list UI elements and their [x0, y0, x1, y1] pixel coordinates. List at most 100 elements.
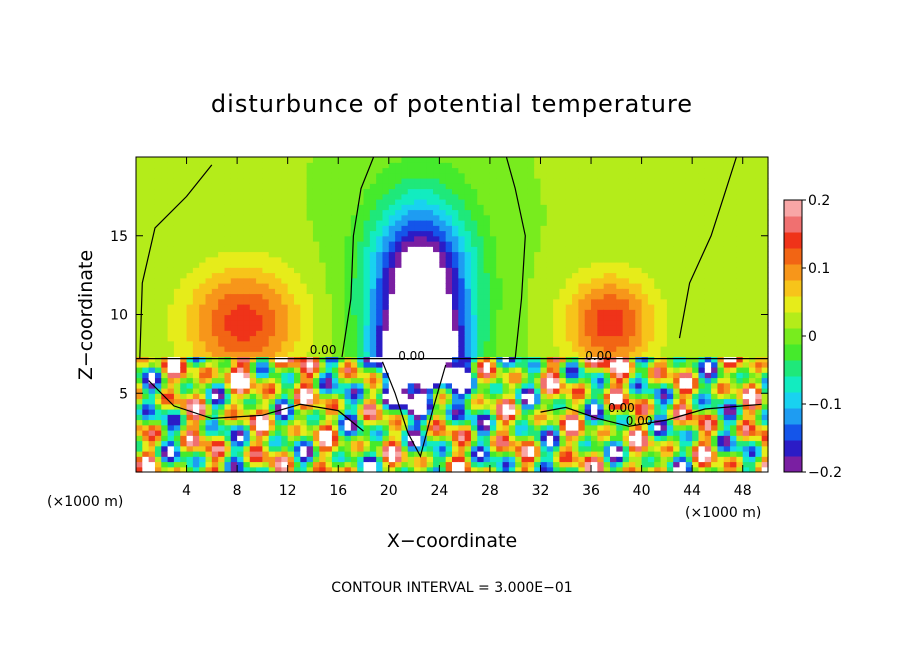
heatmap-cell [578, 330, 586, 337]
heatmap-cell [622, 209, 630, 216]
heatmap-cell [660, 403, 668, 410]
heatmap-cell [211, 220, 219, 226]
heatmap-cell [312, 241, 320, 247]
heatmap-cell [470, 424, 478, 431]
heatmap-cell [559, 277, 567, 284]
heatmap-cell [572, 188, 579, 195]
heatmap-cell [300, 204, 308, 211]
heatmap-cell [433, 288, 440, 295]
heatmap-cell [591, 246, 598, 253]
heatmap-cell [211, 199, 219, 205]
heatmap-cell [401, 225, 409, 232]
heatmap-cell [496, 183, 504, 190]
heatmap-cell [578, 398, 586, 405]
heatmap-cell [268, 325, 276, 331]
heatmap-cell [458, 424, 466, 431]
heatmap-cell [344, 214, 352, 221]
heatmap-cell [508, 272, 516, 279]
heatmap-cell [237, 272, 245, 279]
heatmap-cell [553, 272, 561, 279]
heatmap-cell [641, 230, 649, 237]
heatmap-cell [281, 361, 289, 368]
heatmap-cell [205, 335, 213, 342]
heatmap-cell [452, 314, 459, 321]
heatmap-cell [622, 241, 630, 247]
heatmap-cell [489, 188, 497, 195]
heatmap-cell [559, 330, 567, 337]
heatmap-cell [344, 351, 352, 358]
heatmap-cell [363, 414, 371, 421]
heatmap-cell [230, 209, 238, 216]
heatmap-cell [243, 157, 251, 163]
heatmap-cell [470, 445, 478, 452]
heatmap-cell [407, 209, 415, 216]
heatmap-cell [161, 183, 169, 190]
heatmap-cell [173, 414, 181, 421]
heatmap-cell [628, 424, 636, 431]
heatmap-cell [306, 398, 314, 405]
heatmap-cell [249, 456, 257, 463]
heatmap-cell [654, 445, 662, 452]
heatmap-cell [312, 298, 320, 305]
heatmap-cell [186, 314, 194, 321]
heatmap-cell [470, 456, 478, 463]
heatmap-cell [483, 361, 491, 368]
heatmap-cell [300, 456, 308, 463]
heatmap-cell [382, 209, 390, 216]
heatmap-cell [584, 466, 592, 473]
heatmap-cell [281, 230, 289, 237]
heatmap-cell [161, 367, 169, 373]
heatmap-cell [249, 309, 257, 316]
heatmap-cell [268, 330, 276, 337]
heatmap-cell [464, 314, 472, 321]
heatmap-cell [546, 246, 554, 253]
heatmap-cell [369, 382, 377, 389]
heatmap-cell [300, 256, 308, 263]
heatmap-cell [572, 356, 579, 363]
heatmap-cell [300, 403, 308, 410]
heatmap-cell [508, 172, 516, 179]
heatmap-cell [565, 230, 573, 237]
heatmap-cell [407, 456, 415, 463]
heatmap-cell [565, 419, 573, 426]
heatmap-cell [458, 403, 466, 410]
heatmap-cell [312, 267, 320, 274]
heatmap-cell [521, 293, 529, 300]
heatmap-cell [268, 251, 276, 258]
heatmap-cell [565, 398, 573, 405]
heatmap-cell [426, 220, 434, 226]
heatmap-cell [489, 325, 497, 331]
heatmap-cell [287, 293, 295, 300]
heatmap-cell [553, 466, 561, 473]
heatmap-cell [616, 283, 624, 289]
heatmap-cell [584, 256, 592, 263]
heatmap-cell [489, 162, 497, 169]
heatmap-cell [363, 225, 371, 232]
heatmap-cell [578, 346, 586, 352]
heatmap-cell [559, 272, 567, 279]
heatmap-cell [344, 267, 352, 274]
heatmap-cell [338, 204, 346, 211]
heatmap-cell [508, 346, 516, 352]
heatmap-cell [603, 251, 611, 258]
heatmap-cell [502, 440, 510, 447]
heatmap-cell [565, 220, 573, 226]
heatmap-cell [173, 445, 181, 452]
heatmap-cell [148, 346, 156, 352]
heatmap-cell [237, 204, 245, 211]
heatmap-cell [382, 330, 390, 337]
heatmap-cell [281, 398, 289, 405]
heatmap-cell [186, 214, 194, 221]
heatmap-cell [249, 435, 257, 442]
heatmap-cell [622, 382, 630, 389]
heatmap-cell [281, 409, 289, 415]
heatmap-cell [464, 277, 472, 284]
heatmap-cell [546, 377, 554, 384]
heatmap-cell [186, 361, 194, 368]
heatmap-cell [161, 256, 169, 263]
heatmap-cell [325, 435, 333, 442]
heatmap-cell [527, 214, 535, 221]
heatmap-cell [515, 356, 523, 363]
heatmap-cell [199, 204, 207, 211]
heatmap-cell [237, 230, 245, 237]
